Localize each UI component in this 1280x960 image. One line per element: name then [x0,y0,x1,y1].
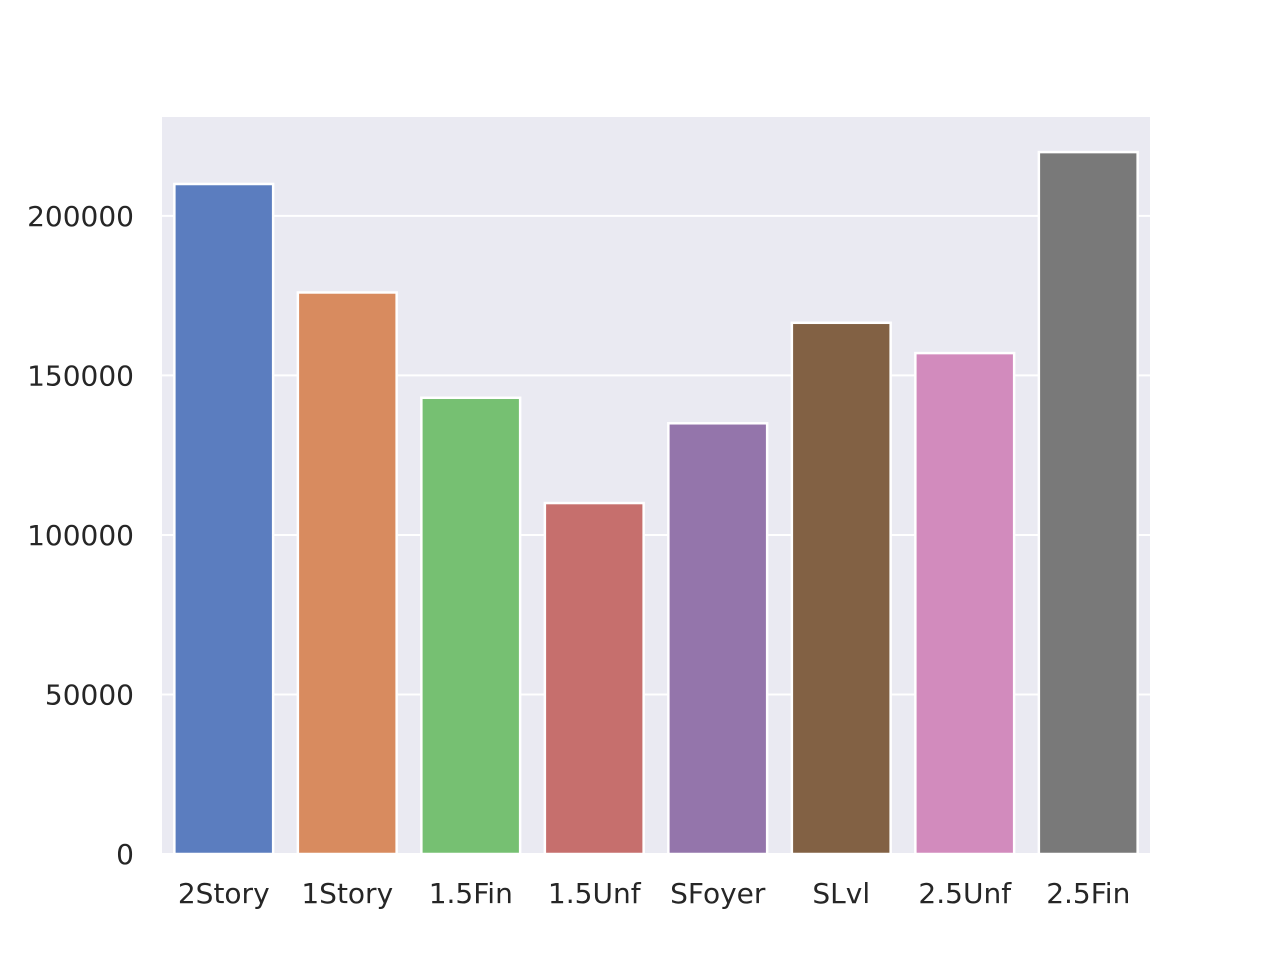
x-tick-label: SLvl [812,877,870,910]
y-tick-label: 50000 [45,678,134,711]
bar-2story [173,182,275,856]
bar-1-5unf [543,501,645,856]
y-tick-label: 100000 [27,519,134,552]
x-tick-label: 2Story [178,877,270,910]
x-tick-label: SFoyer [670,877,766,910]
x-tick-label: 1Story [301,877,393,910]
y-tick-label: 200000 [27,200,134,233]
y-tick-label: 0 [116,838,134,871]
bar-sfoyer [667,422,769,856]
x-tick-label: 1.5Fin [429,877,513,910]
bar-2-5fin [1037,150,1139,856]
x-tick-label: 1.5Unf [548,877,642,910]
bar-2-5unf [914,351,1016,856]
bar-1-5fin [420,396,522,856]
x-tick-label: 2.5Unf [918,877,1012,910]
x-tick-label: 2.5Fin [1046,877,1130,910]
y-axis-ticks: 0 50000 100000 150000 200000 [27,200,134,871]
y-tick-label: 150000 [27,359,134,392]
x-axis-ticks: 2Story 1Story 1.5Fin 1.5Unf SFoyer SLvl 2.5Unf… [178,877,1130,910]
bar-1story [296,291,398,856]
bars [173,150,1139,856]
bar-slvl [790,321,892,856]
